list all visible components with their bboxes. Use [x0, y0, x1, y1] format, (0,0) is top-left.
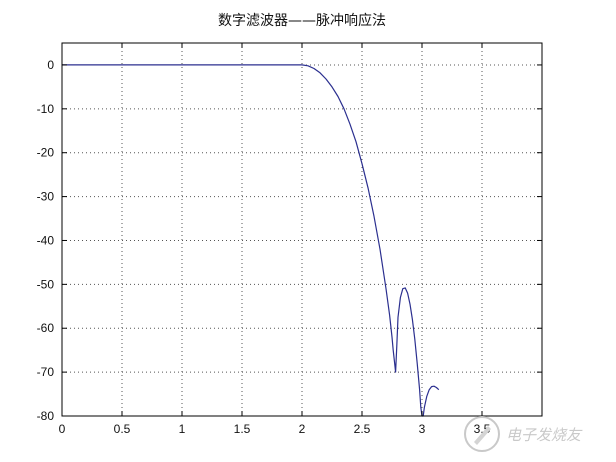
y-tick-label: -30 [37, 190, 55, 204]
x-tick-labels: 0 0.5 1 1.5 2 2.5 3 3.5 [59, 422, 491, 436]
x-tick-label: 1.5 [234, 422, 251, 436]
watermark: 电子发烧友 [464, 416, 583, 452]
pen-writing-icon [464, 416, 500, 452]
y-tick-label: -20 [37, 146, 55, 160]
y-tick-label: -50 [37, 277, 55, 291]
x-tick-label: 3 [419, 422, 426, 436]
x-tick-label: 1 [179, 422, 186, 436]
x-tick-label: 0 [59, 422, 66, 436]
y-tick-label: -70 [37, 365, 55, 379]
y-tick-label: -80 [37, 409, 55, 423]
y-tick-label: 0 [47, 58, 54, 72]
tick-marks [61, 43, 543, 417]
plot-area-border [61, 42, 543, 417]
watermark-text: 电子发烧友 [506, 426, 583, 444]
x-tick-label: 0.5 [114, 422, 131, 436]
y-tick-labels: 0 -10 -20 -30 -40 -50 -60 -70 -80 [37, 58, 55, 423]
grid-lines [62, 43, 542, 416]
x-tick-label: 2 [299, 422, 306, 436]
x-tick-label: 2.5 [354, 422, 371, 436]
chart-title: 数字滤波器——脉冲响应法 [218, 13, 386, 29]
y-tick-label: -10 [37, 102, 55, 116]
y-tick-label: -60 [37, 321, 55, 335]
y-tick-label: -40 [37, 233, 55, 247]
